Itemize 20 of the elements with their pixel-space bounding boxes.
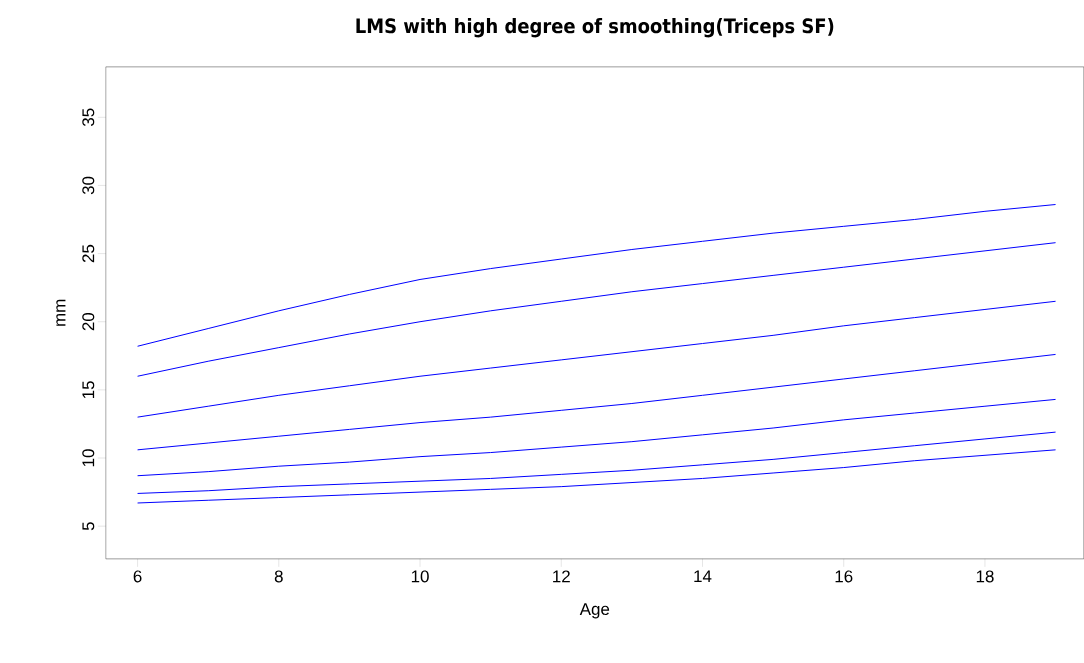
x-tick-label: 10 (411, 570, 429, 583)
y-tick-label: 20 (82, 313, 95, 331)
x-tick-label: 12 (553, 570, 570, 583)
x-axis-title: Age (579, 603, 610, 619)
y-tick-label: 10 (82, 449, 95, 467)
y-tick-label: 5 (82, 522, 95, 531)
x-tick-label: 18 (976, 570, 994, 583)
x-tick-label: 6 (133, 570, 142, 583)
y-tick-label: 30 (82, 176, 95, 195)
y-tick-label: 35 (82, 108, 95, 127)
x-tick-label: 14 (694, 570, 712, 583)
x-tick-label: 8 (274, 570, 283, 583)
y-tick-label: 25 (82, 245, 95, 263)
y-tick-label: 15 (82, 381, 95, 399)
line-series (137, 431, 1057, 495)
line-series (137, 399, 1057, 477)
line-series (137, 204, 1057, 347)
x-tick-label: 16 (835, 570, 853, 583)
y-axis-title: mm (56, 300, 66, 327)
chart-title: LMS with high degree of smoothing(Triceps SF) (356, 18, 834, 38)
